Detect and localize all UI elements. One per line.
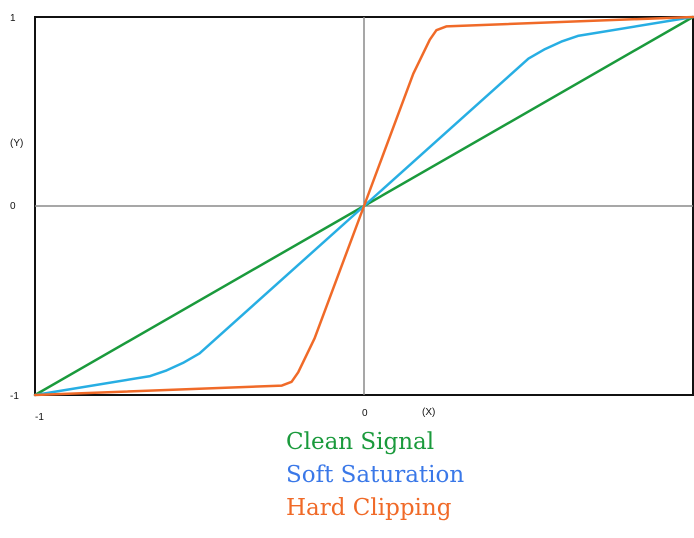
transfer-curve-chart: 1 (Y) 0 -1 -1 0 (X) [10, 13, 694, 423]
x-axis-label: (X) [422, 407, 435, 418]
y-axis-label: (Y) [10, 138, 23, 149]
series-line-hard-clipping [33, 15, 694, 397]
series-layer [33, 15, 694, 397]
x-tick-label-left: -1 [35, 412, 44, 423]
legend-item-clean-signal: Clean Signal [286, 429, 435, 455]
legend: Clean Signal Soft Saturation Hard Clippi… [286, 426, 586, 525]
legend-item-hard-clipping: Hard Clipping [286, 495, 452, 521]
legend-item-soft-saturation: Soft Saturation [286, 462, 465, 488]
x-tick-label-middle: 0 [362, 408, 368, 419]
y-tick-label-middle: 0 [10, 201, 16, 212]
y-tick-label-top: 1 [10, 13, 16, 24]
y-tick-label-bottom: -1 [10, 391, 19, 402]
